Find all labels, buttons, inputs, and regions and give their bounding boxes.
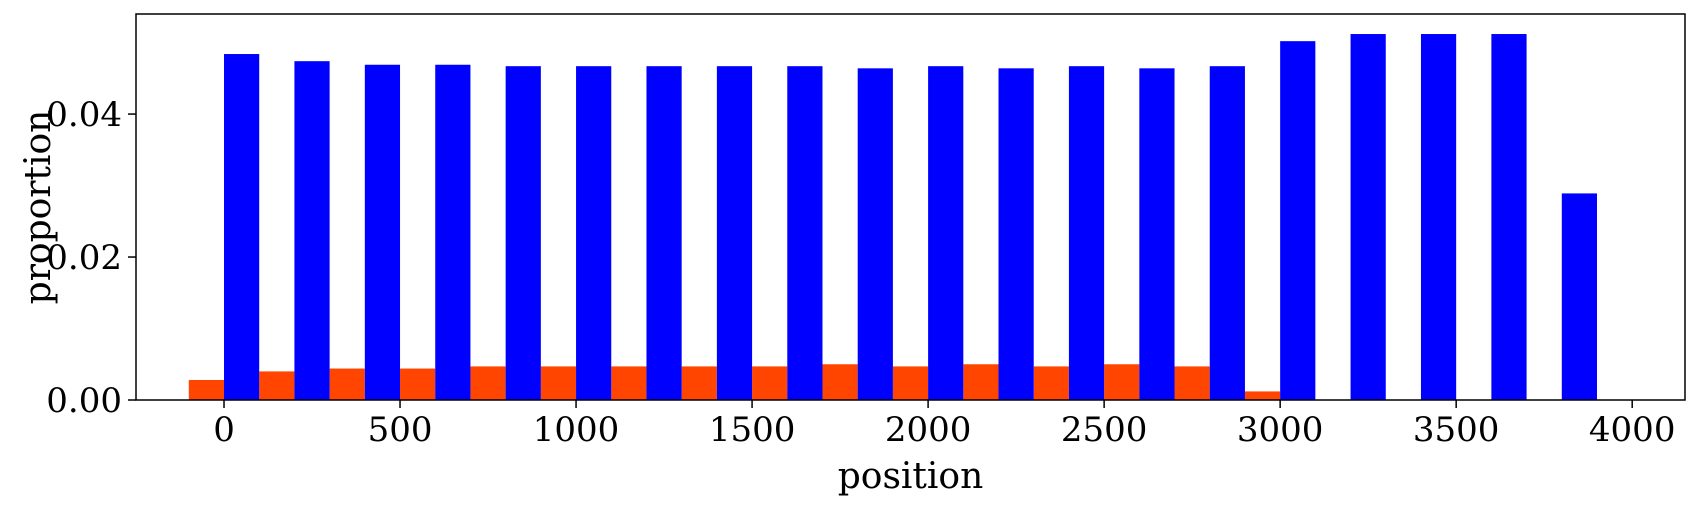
x-tick-label: 2000 [885,410,972,450]
x-tick-label: 3500 [1413,410,1500,450]
bar-series1-14 [1174,366,1210,400]
bar-series1-2 [329,368,365,400]
bar-series2-10 [928,66,964,400]
bars-layer [188,34,1597,401]
bar-series1-3 [400,368,436,400]
bar-series2-3 [435,64,471,400]
bar-series1-7 [681,366,717,400]
bar-series1-4 [470,366,506,400]
bar-series2-0 [224,54,260,400]
bar-series1-0 [188,379,225,400]
bar-series2-13 [1139,68,1175,400]
plot-frame [135,13,1686,401]
bar-series1-11 [963,364,999,400]
bar-series1-15 [1244,391,1281,400]
bar-series2-12 [1068,66,1105,400]
x-tick-label: 4000 [1589,410,1676,450]
x-tick-label: 1500 [709,410,796,450]
bar-series1-12 [1033,366,1069,400]
bar-series2-6 [646,66,682,400]
bar-series2-4 [505,66,541,400]
bar-series2-8 [787,66,823,400]
bar-series2-18 [1491,34,1527,400]
y-axis: 0.00 0.02 0.04 [46,95,136,421]
bar-series1-10 [892,366,929,400]
bar-series2-17 [1420,34,1457,400]
bar-series1-13 [1104,364,1140,400]
x-axis: 0 500 1000 1500 2000 2500 3000 3500 4000 [213,400,1675,450]
bar-series2-2 [364,64,401,400]
bar-series2-16 [1350,34,1386,400]
y-axis-label: proportion [18,110,59,305]
bar-series2-11 [998,68,1034,400]
bar-series1-8 [752,366,788,400]
bar-series2-19 [1561,193,1597,400]
x-tick-label: 0 [213,410,235,450]
y-tick-label: 0.04 [46,95,122,135]
x-tick-label: 1000 [533,410,620,450]
x-tick-label: 3000 [1237,410,1324,450]
x-axis-label: position [838,456,984,497]
bar-series2-5 [576,66,612,400]
bar-series1-9 [822,364,858,400]
bar-series2-9 [857,68,893,400]
bar-series2-1 [294,61,330,401]
x-tick-label: 500 [368,410,433,450]
bar-series1-1 [259,371,295,400]
y-tick-label: 0.00 [46,381,122,421]
bar-series2-7 [716,66,753,400]
bar-series2-15 [1280,41,1316,400]
bar-series1-5 [540,366,577,400]
y-tick-label: 0.02 [46,238,122,278]
x-tick-label: 2500 [1061,410,1148,450]
bar-series1-6 [611,366,647,400]
bar-series2-14 [1209,66,1245,400]
